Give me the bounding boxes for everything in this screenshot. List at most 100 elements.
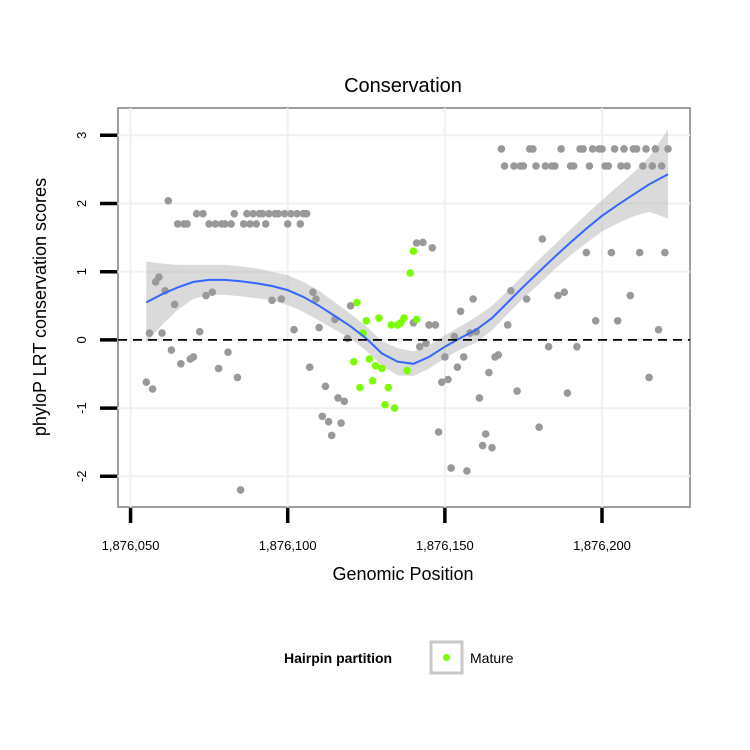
data-point-other	[337, 419, 345, 427]
data-point-other	[158, 329, 166, 337]
data-point-other	[610, 145, 619, 153]
data-point-mature	[381, 400, 389, 409]
data-point-other	[632, 145, 641, 153]
x-tick-label: 1,876,050	[102, 538, 160, 553]
data-point-other	[425, 321, 433, 329]
other-points	[142, 145, 672, 494]
data-point-other	[554, 291, 562, 300]
x-tick-label: 1,876,100	[259, 538, 317, 553]
data-point-mature	[384, 383, 393, 392]
data-point-other	[497, 145, 506, 153]
data-point-other	[494, 351, 503, 359]
data-point-other	[613, 317, 622, 325]
data-point-other	[560, 288, 569, 297]
data-point-other	[551, 162, 559, 170]
data-point-other	[164, 197, 173, 205]
data-point-other	[544, 342, 553, 351]
data-point-other	[563, 389, 572, 397]
gridlines	[118, 108, 690, 507]
data-point-other	[645, 373, 653, 382]
legend-entry-mature: Mature	[470, 650, 514, 666]
data-point-other	[488, 443, 496, 452]
y-axis-title: phyloP LRT conservation scores	[30, 178, 50, 436]
data-point-other	[412, 239, 421, 247]
data-point-other	[268, 296, 276, 305]
data-point-other	[243, 209, 251, 218]
data-point-mature	[353, 298, 361, 307]
smooth-line	[145, 173, 669, 365]
data-point-other	[639, 162, 647, 170]
data-point-other	[296, 220, 305, 228]
data-point-other	[145, 329, 154, 337]
data-point-other	[591, 317, 600, 325]
data-point-other	[343, 334, 352, 343]
data-point-other	[654, 325, 663, 334]
data-point-other	[183, 220, 191, 228]
data-point-other	[227, 220, 235, 228]
data-point-other	[557, 145, 565, 153]
data-point-other	[510, 162, 518, 170]
data-point-other	[532, 162, 540, 170]
data-point-other	[202, 291, 210, 300]
data-point-other	[334, 394, 342, 402]
data-point-other	[167, 346, 176, 354]
data-point-other	[293, 209, 301, 218]
data-point-other	[573, 342, 581, 351]
data-point-other	[444, 375, 452, 384]
data-point-mature	[362, 317, 371, 325]
data-point-other	[535, 423, 543, 432]
data-point-other	[309, 288, 317, 297]
data-point-other	[155, 273, 163, 281]
data-point-other	[434, 428, 443, 436]
data-point-other	[239, 220, 248, 228]
y-tick-label: 2	[74, 200, 89, 207]
y-axis: 3 2 1 0 -1 -2	[74, 132, 117, 482]
data-point-other	[604, 162, 613, 170]
confidence-ribbon	[146, 129, 669, 376]
data-point-mature	[349, 357, 358, 366]
data-point-other	[312, 295, 320, 303]
data-point-other	[485, 368, 493, 377]
data-point-other	[428, 244, 437, 252]
data-point-other	[617, 162, 625, 170]
data-point-other	[246, 220, 254, 228]
data-point-other	[318, 412, 327, 421]
data-point-other	[211, 220, 220, 228]
data-point-other	[324, 417, 333, 426]
data-point-other	[469, 295, 477, 303]
data-point-other	[450, 332, 459, 341]
data-point-other	[522, 295, 531, 303]
data-point-other	[290, 325, 298, 334]
data-point-other	[642, 145, 650, 153]
data-point-other	[431, 321, 440, 329]
legend-key-mature-dot	[442, 653, 451, 662]
data-point-other	[221, 220, 229, 228]
x-axis: 1,876,050 1,876,100 1,876,150 1,876,200	[102, 508, 631, 553]
data-point-other	[500, 162, 509, 170]
y-tick-label: 3	[74, 132, 89, 139]
data-point-other	[346, 302, 355, 310]
data-point-other	[195, 327, 204, 336]
data-point-other	[437, 378, 446, 387]
data-point-other	[503, 321, 512, 329]
legend-title: Hairpin partition	[284, 650, 392, 666]
legend: Hairpin partition Mature	[284, 640, 514, 675]
data-point-mature	[356, 383, 364, 392]
x-tick-label: 1,876,150	[416, 538, 474, 553]
data-point-other	[475, 394, 484, 402]
confidence-ribbon-layer	[146, 129, 669, 376]
data-point-other	[538, 235, 547, 243]
data-point-other	[315, 323, 323, 332]
data-point-other	[651, 145, 660, 153]
data-point-other	[252, 220, 261, 228]
data-point-other	[579, 145, 587, 153]
data-point-other	[224, 348, 232, 357]
data-point-mature	[375, 314, 383, 322]
panel-border	[117, 107, 691, 508]
data-point-other	[142, 378, 151, 387]
x-axis-title: Genomic Position	[332, 564, 473, 584]
data-point-other	[607, 248, 616, 257]
data-point-other	[478, 441, 487, 450]
data-point-other	[233, 373, 242, 382]
